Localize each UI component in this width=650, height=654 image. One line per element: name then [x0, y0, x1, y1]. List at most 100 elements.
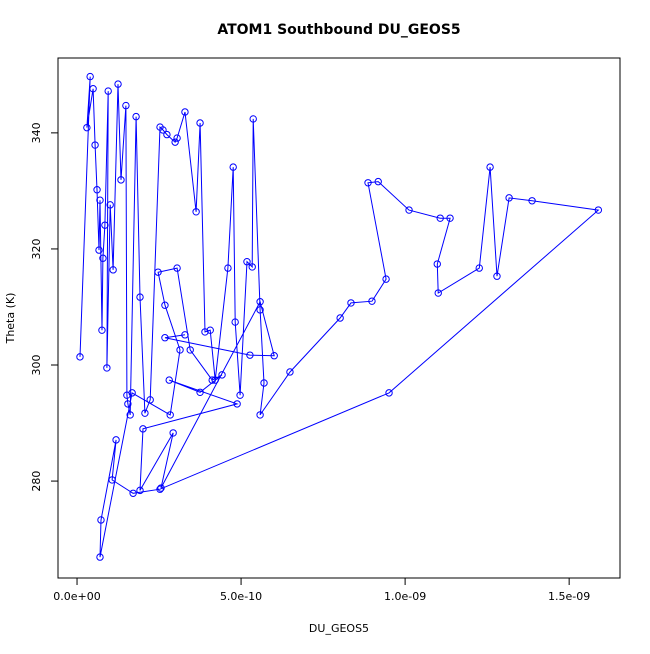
- data-point: [109, 266, 117, 274]
- data-point: [218, 371, 226, 379]
- data-point: [249, 115, 257, 123]
- data-point: [446, 214, 454, 222]
- data-point: [101, 221, 109, 229]
- y-tick-label: 280: [30, 471, 43, 492]
- data-point: [186, 346, 194, 354]
- data-point: [103, 364, 111, 372]
- data-point: [136, 486, 144, 495]
- data-point: [106, 201, 114, 209]
- data-point: [382, 275, 390, 283]
- data-point: [159, 126, 167, 134]
- data-point: [436, 214, 444, 222]
- data-point: [260, 379, 268, 387]
- data-point: [528, 197, 536, 205]
- data-point: [154, 268, 162, 276]
- plot-frame: [57, 57, 621, 579]
- x-axis-label: DU_GEOS5: [309, 622, 369, 635]
- data-point: [347, 299, 355, 307]
- data-point: [156, 485, 164, 493]
- data-point: [364, 179, 372, 187]
- data-point: [336, 314, 344, 322]
- data-point: [201, 328, 209, 336]
- data-point: [434, 289, 442, 297]
- data-point: [505, 194, 513, 202]
- data-point: [96, 196, 104, 204]
- data-point: [229, 163, 237, 171]
- data-point: [126, 411, 134, 419]
- data-point: [208, 376, 216, 384]
- data-point: [76, 353, 84, 361]
- data-point: [166, 411, 174, 419]
- data-point: [211, 376, 219, 384]
- data-point: [104, 87, 112, 95]
- x-tick-label: 5.0e-10: [220, 590, 262, 603]
- chart-title: ATOM1 Southbound DU_GEOS5: [217, 22, 460, 38]
- data-point: [181, 331, 189, 339]
- x-tick-label: 0.0e+00: [53, 590, 100, 603]
- data-point: [129, 489, 137, 497]
- data-point: [246, 351, 254, 359]
- data-point: [224, 264, 232, 272]
- data-point: [89, 85, 97, 93]
- x-tick-label: 1.0e-09: [384, 590, 426, 603]
- data-point: [248, 263, 256, 271]
- data-point: [83, 123, 91, 132]
- data-point: [181, 108, 189, 116]
- data-point: [236, 391, 244, 399]
- data-point: [196, 388, 204, 396]
- data-point: [243, 258, 251, 266]
- data-point: [139, 425, 147, 433]
- data-point: [165, 376, 173, 384]
- y-tick-label: 300: [30, 355, 43, 376]
- data-point: [171, 138, 179, 146]
- data-point: [169, 429, 177, 437]
- data-point: [93, 186, 101, 194]
- data-point: [270, 352, 278, 360]
- data-point: [173, 134, 181, 142]
- data-point: [108, 476, 116, 484]
- data-point: [286, 368, 294, 376]
- data-point: [173, 264, 181, 272]
- data-point: [128, 389, 136, 397]
- data-point: [161, 301, 169, 309]
- y-axis-label: Theta (K): [4, 293, 17, 345]
- data-point: [86, 72, 94, 81]
- data-point: [385, 389, 393, 397]
- data-point: [256, 411, 264, 419]
- data-point: [206, 326, 214, 334]
- data-point: [96, 553, 104, 561]
- data-point: [114, 80, 122, 88]
- data-point: [433, 260, 441, 268]
- data-point: [231, 318, 239, 326]
- data-point: [256, 298, 264, 306]
- data-point: [176, 346, 184, 354]
- data-point: [196, 119, 204, 127]
- data-point: [594, 206, 603, 214]
- y-tick-label: 340: [30, 122, 43, 143]
- data-point: [95, 246, 103, 254]
- data-point: [374, 177, 382, 186]
- x-tick-label: 1.5e-09: [548, 590, 590, 603]
- y-tick-label: 320: [30, 238, 43, 259]
- data-point: [141, 409, 149, 417]
- data-point: [136, 293, 144, 301]
- data-point: [122, 101, 130, 110]
- data-point: [112, 436, 120, 444]
- data-point: [99, 254, 107, 262]
- data-point: [161, 334, 169, 342]
- data-point: [493, 272, 501, 280]
- data-point: [405, 206, 413, 214]
- data-point: [233, 400, 241, 408]
- data-point: [124, 400, 132, 408]
- data-point: [486, 163, 494, 171]
- data-point: [475, 264, 483, 272]
- data-point: [368, 297, 376, 305]
- data-point: [91, 141, 99, 149]
- data-point: [192, 208, 200, 216]
- data-point: [132, 112, 140, 121]
- data-point: [163, 130, 171, 139]
- data-point: [256, 306, 264, 314]
- data-point: [97, 516, 105, 524]
